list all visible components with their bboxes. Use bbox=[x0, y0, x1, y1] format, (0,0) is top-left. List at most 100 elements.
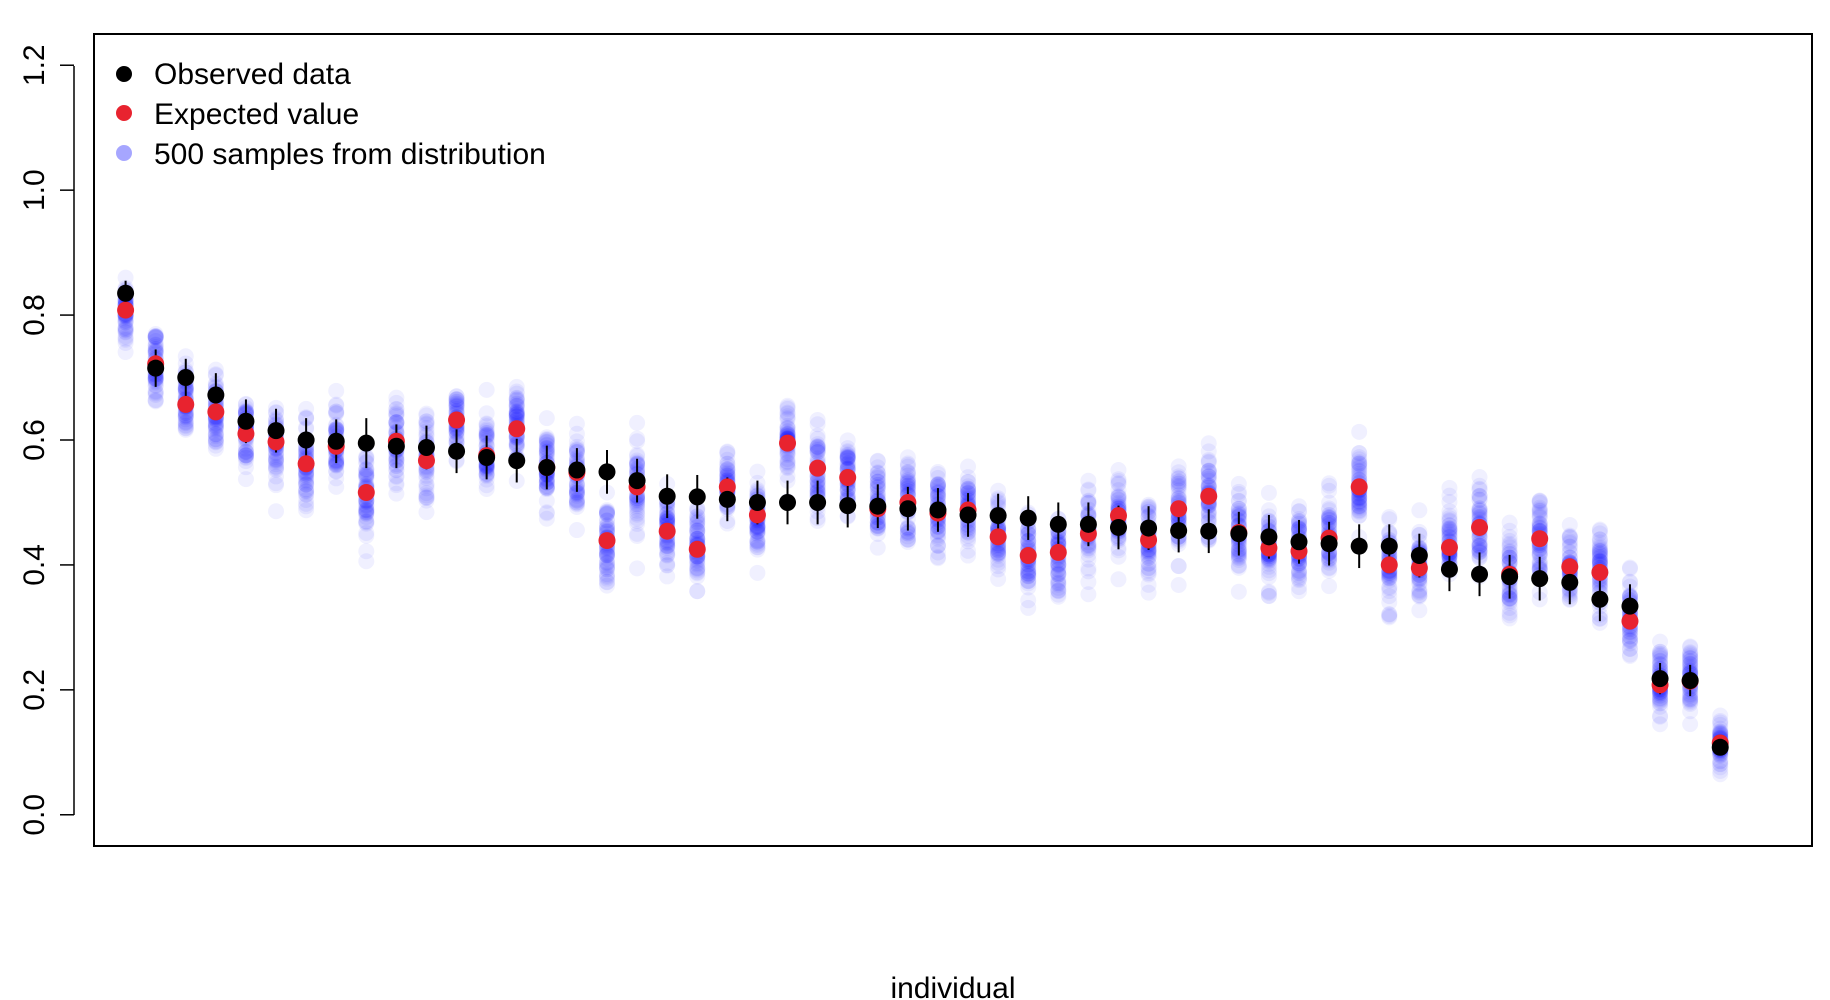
sample-point bbox=[1200, 465, 1217, 482]
sample-point bbox=[1351, 495, 1368, 512]
sample-point bbox=[1561, 528, 1578, 545]
sample-point bbox=[1652, 698, 1669, 715]
sample-point bbox=[418, 413, 435, 430]
sample-point bbox=[147, 328, 164, 345]
sample-point bbox=[839, 449, 856, 466]
sample-point bbox=[388, 400, 405, 417]
sample-point bbox=[268, 477, 285, 494]
sample-point bbox=[1170, 477, 1187, 494]
sample-point bbox=[899, 455, 916, 472]
sample-point bbox=[1591, 525, 1608, 542]
sample-point bbox=[508, 406, 525, 423]
sample-point bbox=[508, 389, 525, 406]
sample-point bbox=[1411, 575, 1428, 592]
observed-point bbox=[1019, 509, 1037, 527]
sample-point bbox=[1291, 555, 1308, 572]
sample-point bbox=[779, 420, 796, 437]
sample-point bbox=[147, 385, 164, 402]
sample-point bbox=[839, 447, 856, 464]
sample-point bbox=[1291, 562, 1308, 579]
sample-point bbox=[598, 502, 615, 519]
sample-point bbox=[1351, 493, 1368, 510]
y-axis: 0.0 0.2 0.4 0.6 0.8 1.0 1.2 bbox=[18, 44, 75, 836]
observed-point bbox=[417, 438, 435, 456]
sample-point bbox=[1291, 579, 1308, 596]
sample-point bbox=[478, 427, 495, 444]
sample-point bbox=[418, 470, 435, 487]
observed-point bbox=[1471, 565, 1489, 583]
sample-point bbox=[508, 405, 525, 422]
sample-point bbox=[598, 512, 615, 529]
sample-point bbox=[1682, 648, 1699, 665]
sample-point bbox=[659, 540, 676, 557]
sample-point bbox=[929, 476, 946, 493]
sample-point bbox=[1110, 548, 1127, 565]
sample-point bbox=[388, 475, 405, 492]
sample-point bbox=[1351, 503, 1368, 520]
expected-point bbox=[417, 452, 435, 470]
sample-point bbox=[1080, 493, 1097, 510]
sample-point bbox=[1230, 475, 1247, 492]
sample-point bbox=[1351, 507, 1368, 524]
sample-point bbox=[237, 459, 254, 476]
expected-point bbox=[237, 425, 255, 443]
sample-point bbox=[147, 384, 164, 401]
sample-point bbox=[568, 494, 585, 511]
sample-point bbox=[478, 427, 495, 444]
sample-point bbox=[1351, 457, 1368, 474]
sample-point bbox=[1501, 522, 1518, 539]
sample-point bbox=[1652, 690, 1669, 707]
sample-point bbox=[1200, 453, 1217, 470]
sample-point bbox=[990, 541, 1007, 558]
sample-point bbox=[598, 546, 615, 563]
sample-point bbox=[899, 456, 916, 473]
sample-point bbox=[629, 515, 646, 532]
sample-point bbox=[1411, 582, 1428, 599]
sample-point bbox=[418, 405, 435, 422]
sample-point bbox=[298, 469, 315, 486]
sample-point bbox=[1531, 503, 1548, 520]
sample-point bbox=[1080, 551, 1097, 568]
observed-point bbox=[1079, 515, 1097, 533]
sample-point bbox=[839, 449, 856, 466]
sample-point bbox=[117, 328, 134, 345]
sample-point bbox=[1351, 497, 1368, 514]
sample-point bbox=[1321, 502, 1338, 519]
sample-point bbox=[960, 533, 977, 550]
sample-point bbox=[929, 469, 946, 486]
sample-point bbox=[1140, 565, 1157, 582]
sample-point bbox=[388, 462, 405, 479]
sample-point bbox=[1652, 716, 1669, 733]
sample-point bbox=[598, 503, 615, 520]
sample-point bbox=[990, 551, 1007, 568]
sample-point bbox=[1291, 565, 1308, 582]
sample-point bbox=[1591, 531, 1608, 548]
sample-point bbox=[1591, 552, 1608, 569]
sample-point bbox=[1230, 549, 1247, 566]
sample-point bbox=[418, 477, 435, 494]
sample-point bbox=[779, 450, 796, 467]
sample-point bbox=[1351, 500, 1368, 517]
sample-point bbox=[1050, 576, 1067, 593]
sample-point bbox=[508, 403, 525, 420]
x-axis-label: individual bbox=[890, 972, 1015, 1000]
sample-point bbox=[719, 461, 736, 478]
sample-point bbox=[899, 531, 916, 548]
sample-point bbox=[508, 390, 525, 407]
sample-point bbox=[779, 447, 796, 464]
sample-point bbox=[629, 496, 646, 513]
sample-point bbox=[1080, 560, 1097, 577]
sample-point bbox=[960, 480, 977, 497]
sample-point bbox=[1230, 493, 1247, 510]
sample-point bbox=[298, 486, 315, 503]
sample-point bbox=[1170, 558, 1187, 575]
sample-point bbox=[418, 489, 435, 506]
sample-point bbox=[1230, 500, 1247, 517]
sample-point bbox=[1321, 509, 1338, 526]
sample-point bbox=[237, 453, 254, 470]
observed-point bbox=[1561, 573, 1579, 591]
sample-point bbox=[237, 443, 254, 460]
sample-point bbox=[1561, 538, 1578, 555]
sample-point bbox=[177, 418, 194, 435]
sample-point bbox=[598, 512, 615, 529]
